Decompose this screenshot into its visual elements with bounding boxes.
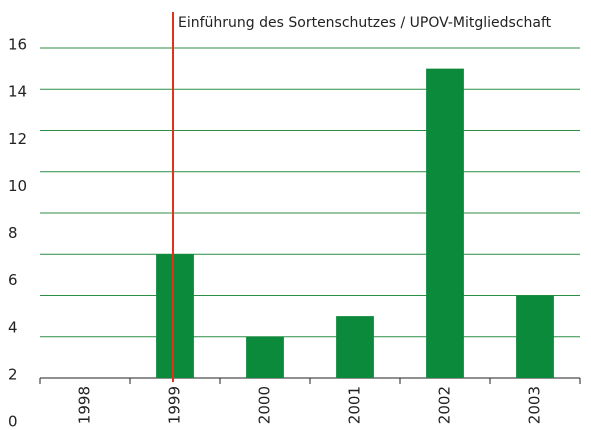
bar — [336, 316, 374, 378]
bar — [426, 68, 464, 378]
bar — [156, 254, 194, 378]
y-tick-label: 12 — [8, 130, 27, 148]
x-tick-label: 1998 — [76, 386, 94, 424]
x-tick-label: 2000 — [256, 386, 274, 424]
y-tick-label: 8 — [8, 224, 18, 242]
y-tick-label: 6 — [8, 271, 18, 289]
x-tick-label: 2003 — [526, 386, 544, 424]
y-tick-label: 4 — [8, 318, 18, 336]
y-tick-label: 0 — [8, 413, 18, 430]
x-tick-label: 2001 — [346, 386, 364, 424]
y-tick-label: 10 — [8, 177, 27, 195]
bar — [516, 295, 554, 378]
annotation-text: Einführung des Sortenschutzes / UPOV-Mit… — [178, 15, 552, 31]
y-tick-label: 14 — [8, 83, 27, 101]
x-tick-label: 1999 — [166, 386, 184, 424]
y-tick-label: 2 — [8, 365, 18, 383]
x-tick-label: 2002 — [436, 386, 454, 424]
bar — [246, 336, 284, 378]
y-tick-label: 16 — [8, 36, 27, 54]
